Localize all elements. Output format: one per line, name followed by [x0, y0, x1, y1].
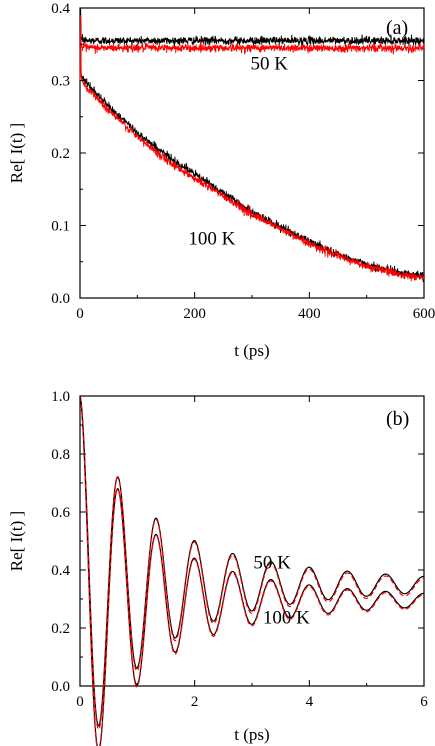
panel-a-series-3	[79, 15, 425, 282]
panel-b-ytick-label: 1.0	[51, 389, 70, 405]
panel-a-annotation: 100 K	[188, 228, 235, 249]
panel-a-series-group	[79, 7, 425, 283]
panel-a-annotation: 50 K	[250, 54, 288, 75]
panel-a-annotations: 50 K 100 K	[188, 54, 288, 250]
panel-a-chart: 0 200 400 600 0.0 0.1 0.2 0.3 0.4 (a) t (ps) Re[…	[7, 1, 435, 360]
panel-a-xtick-label: 400	[298, 306, 321, 322]
panel-b-series-group	[79, 395, 425, 746]
panel-b-annotation: 50 K	[253, 553, 291, 574]
panel-b-ytick-label: 0.6	[51, 505, 70, 521]
panel-b-tag: (b)	[386, 408, 409, 430]
panel-a-xtick-label: 600	[413, 306, 435, 322]
panel-a-series-0	[79, 7, 425, 81]
panel-a-series-1	[79, 15, 425, 81]
panel-a-ylabel: Re[ I(t) ]	[7, 123, 26, 183]
panel-a-xtick-label: 0	[76, 306, 84, 322]
panel-b-chart: 0 2 4 6 0.0 0.2 0.4 0.6 0.8 1.0 (b) t (ps) Re[ I(…	[7, 389, 428, 746]
panel-b-xtick-label: 6	[420, 694, 428, 710]
panel-b-xlabel: t (ps)	[234, 725, 269, 744]
panel-b-xtick-label: 2	[191, 694, 199, 710]
panel-a-xtick-label: 200	[183, 306, 206, 322]
panel-b-series-1	[79, 395, 425, 731]
panel-a-ytick-label: 0.1	[51, 219, 70, 235]
panel-b-series-0	[79, 395, 425, 727]
panel-a-tag: (a)	[386, 17, 408, 39]
panel-b-series-3	[79, 395, 425, 746]
panel-b-axes: 0 2 4 6 0.0 0.2 0.4 0.6 0.8 1.0	[51, 389, 428, 710]
panel-b-annotations: 50 K 100 K	[253, 553, 310, 629]
panel-a-ytick-label: 0.0	[51, 291, 70, 307]
panel-b-ytick-label: 0.4	[51, 563, 70, 579]
panel-b-ytick-label: 0.2	[51, 621, 70, 637]
panel-a-xlabel: t (ps)	[234, 341, 269, 360]
panel-a-ytick-label: 0.4	[51, 1, 70, 17]
panel-b-ylabel: Re[ I(t) ]	[7, 511, 26, 571]
panel-b-xtick-label: 0	[76, 694, 84, 710]
panel-a-axes: 0 200 400 600 0.0 0.1 0.2 0.3 0.4	[51, 1, 435, 322]
panel-b-ytick-label: 0.8	[51, 447, 70, 463]
panel-b-series-2	[79, 395, 424, 746]
panel-a-ytick-label: 0.2	[51, 146, 70, 162]
panel-a-ytick-label: 0.3	[51, 74, 70, 90]
panel-b-ytick-label: 0.0	[51, 679, 70, 695]
panel-b-annotation: 100 K	[263, 608, 310, 629]
panel-a-frame	[79, 7, 425, 299]
panel-b-xtick-label: 4	[306, 694, 314, 710]
